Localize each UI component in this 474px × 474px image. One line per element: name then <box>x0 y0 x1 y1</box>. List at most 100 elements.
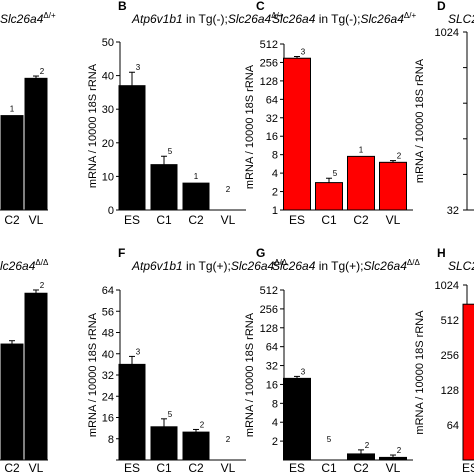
x-tick-label: C2 <box>4 461 20 474</box>
chart-panel-6: Atp6v1b1 in Tg(+);Slc26a4Δ/ΔF81624324048… <box>87 246 288 474</box>
y-tick-label: 32 <box>102 370 114 382</box>
panel-title-part: SLC26 <box>448 259 474 273</box>
bar-es <box>283 57 311 211</box>
bar-es <box>283 377 311 461</box>
panel-title: SLC26 <box>448 259 474 273</box>
panel-title-part: Slc26a4 <box>231 259 275 273</box>
chart-panel-3: Slc26a4 in Tg(-);Slc26a4Δ/+C124816326412… <box>244 0 416 227</box>
panel-letter: G <box>256 246 265 260</box>
y-tick-label: 32 <box>266 361 278 373</box>
y-tick-label: 24 <box>102 391 114 403</box>
panel-title-part: in Tg(+); <box>183 259 231 273</box>
panel-letter: D <box>437 0 446 13</box>
chart-panel-8: SLC26H 64 128 256 512 1024 mRNA / 10000 18S rR… <box>414 246 474 474</box>
panel-title-part: Slc26a4 <box>272 259 316 273</box>
y-tick-label: 56 <box>102 306 114 318</box>
panel-title-superscript: Δ/+ <box>271 11 284 20</box>
bar-c1 <box>150 426 178 461</box>
panel-title-superscript: Δ/Δ <box>407 258 421 267</box>
n-label: 5 <box>333 169 338 178</box>
y-tick-label: 16 <box>102 413 114 425</box>
y-tick-label: 2 <box>272 436 278 448</box>
y-tick-label: 30 <box>102 104 114 116</box>
n-label: 1 <box>359 145 364 154</box>
n-label: 5 <box>327 435 332 444</box>
chart-panel-2: Atp6v1b1 in Tg(-);Slc26a4Δ/+ B 0 10 20 30 40 50… <box>87 0 284 227</box>
x-tick-label: C1 <box>321 461 337 474</box>
bar-c2 <box>182 182 210 211</box>
y-tick-label: 128 <box>260 323 278 335</box>
bar-es <box>118 363 146 461</box>
x-tick-label: C2 <box>188 461 204 474</box>
n-label: 2 <box>40 67 45 76</box>
bar-c2 <box>0 343 24 461</box>
bar-c2 <box>347 155 375 211</box>
y-axis-label: mRNA / 10000 18S rRNA <box>244 64 256 189</box>
x-tick-label: C1 <box>156 213 172 227</box>
n-label: 1 <box>194 172 199 181</box>
bar-c1 <box>150 164 178 211</box>
y-tick-label: 8 <box>272 150 278 162</box>
x-tick-label: C1 <box>321 213 337 227</box>
panel-title-part: lc26a4 <box>0 259 36 273</box>
y-tick-label: 50 <box>102 37 114 49</box>
y-tick-label: 1 <box>272 205 278 217</box>
panel-title-part: Slc26a4 <box>361 12 405 26</box>
panel-title-part: Slc26a4 <box>364 259 408 273</box>
y-tick-label: 128 <box>441 385 459 397</box>
n-label: 2 <box>397 152 402 161</box>
x-tick-label: C2 <box>353 461 369 474</box>
x-tick-label: C2 <box>188 213 204 227</box>
y-tick-label: 40 <box>102 71 114 83</box>
bar-es <box>462 303 474 461</box>
bar-c1 <box>315 182 343 211</box>
panel-title-part: in Tg(-); <box>183 12 228 26</box>
bar-c2 <box>182 431 210 461</box>
n-label: 5 <box>168 147 173 156</box>
n-label: 3 <box>301 367 306 376</box>
y-tick-label: 40 <box>102 349 114 361</box>
panel-title-part: Atp6v1b1 <box>131 259 183 273</box>
y-tick-label: 8 <box>108 434 114 446</box>
y-axis-label: mRNA / 10000 18S rRNA <box>414 310 426 435</box>
x-tick-label: C2 <box>4 213 20 227</box>
n-label: 3 <box>136 347 141 356</box>
y-tick-label: 8 <box>272 398 278 410</box>
y-tick-label: 32 <box>447 205 459 217</box>
y-tick-label: 128 <box>260 76 278 88</box>
y-tick-label: 1024 <box>435 280 459 292</box>
panel-title: Atp6v1b1 in Tg(-);Slc26a4Δ/+ <box>131 11 284 26</box>
chart-panel-5: lc26a4Δ/Δ C2 2 VL <box>0 258 49 474</box>
x-tick-label: ES <box>462 461 474 474</box>
panel-title: Slc26a4 in Tg(+);Slc26a4Δ/Δ <box>272 258 420 273</box>
y-tick-label: 16 <box>266 379 278 391</box>
y-tick-label: 256 <box>260 57 278 69</box>
y-tick-label: 2 <box>272 187 278 199</box>
y-tick-label: 64 <box>266 342 278 354</box>
panel-letter: B <box>118 0 127 13</box>
y-tick-label: 1024 <box>435 27 459 39</box>
chart-panel-4: SLC26D 32 1024 mRNA / 10000 18S rRNA <box>414 0 474 217</box>
y-tick-label: 16 <box>266 131 278 143</box>
bar-vl <box>24 77 48 211</box>
panel-letter: C <box>256 0 265 13</box>
bar-vl <box>379 161 407 211</box>
y-tick-label: 48 <box>102 328 114 340</box>
panel-title: Slc26a4Δ/+ <box>0 11 56 26</box>
bar-vl <box>379 456 407 461</box>
panel-title-superscript: Δ/+ <box>404 11 417 20</box>
x-tick-label: C2 <box>353 213 369 227</box>
panel-title-superscript: Δ/Δ <box>274 258 288 267</box>
panel-title: SLC26 <box>448 12 474 26</box>
panel-title-part: Atp6v1b1 <box>131 12 183 26</box>
panel-title-superscript: Δ/+ <box>43 11 56 20</box>
x-tick-label: ES <box>124 461 140 474</box>
panel-title: lc26a4Δ/Δ <box>0 258 49 273</box>
y-axis-label: mRNA / 10000 18S rRNA <box>87 312 99 437</box>
n-label: 3 <box>136 63 141 72</box>
x-tick-label: VL <box>221 461 236 474</box>
y-tick-label: 512 <box>260 39 278 51</box>
x-tick-label: VL <box>221 213 236 227</box>
panel-title-part: Slc26a4 <box>0 12 44 26</box>
n-label: 1 <box>10 105 15 114</box>
